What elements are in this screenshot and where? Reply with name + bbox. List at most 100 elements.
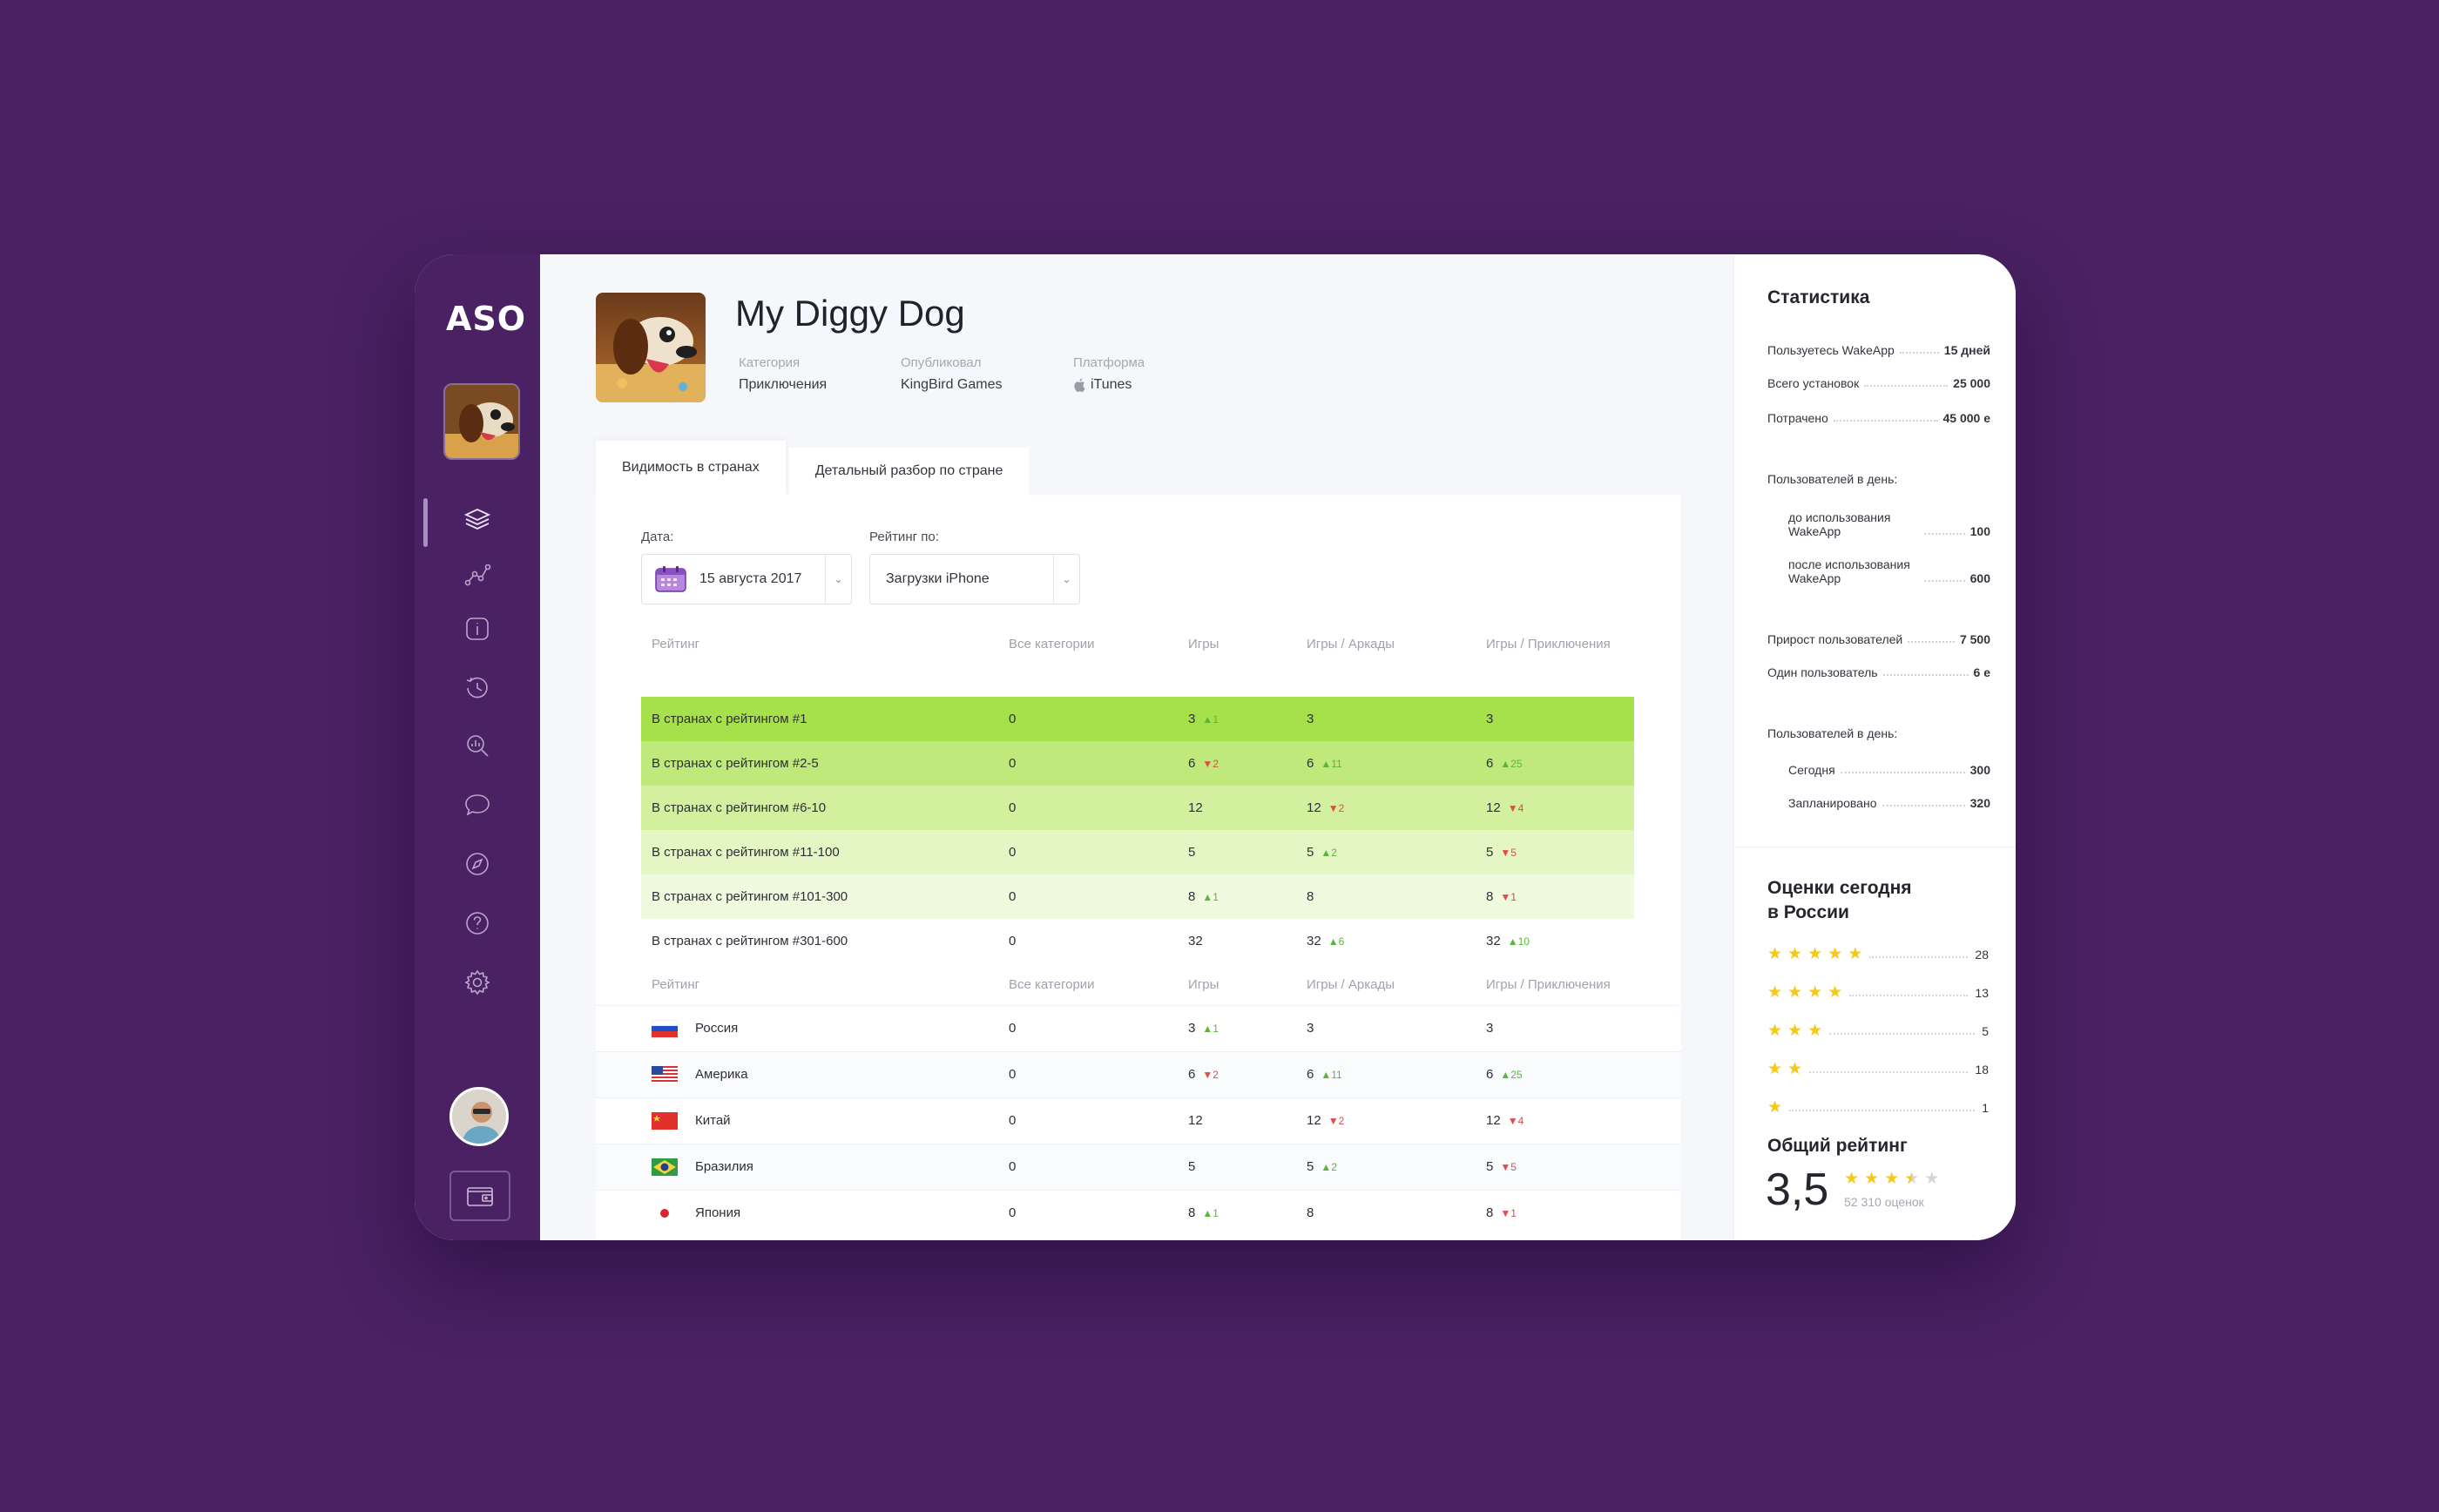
rating-row[interactable]: В странах с рейтингом #101-300 0 8 ▲1 8 8 ▼1 [641, 874, 1634, 919]
change-indicator: ▲2 [1321, 847, 1337, 859]
nav-compass[interactable] [458, 845, 497, 883]
meta-category: Категория Приключения [739, 355, 827, 393]
ratings-title: Оценки сегодня в России [1767, 876, 1912, 925]
sidebar: ASO [415, 254, 540, 1240]
rating-row[interactable]: В странах с рейтингом #1 0 3 ▲1 3 3 [641, 697, 1634, 741]
rating-table: Рейтинг Все категории Игры Игры / Аркады… [641, 625, 1634, 963]
nav-history[interactable] [458, 669, 497, 707]
flag-jp-icon [652, 1204, 678, 1222]
meta-label: Категория [739, 355, 801, 370]
star-icon: ★ [1864, 1170, 1880, 1188]
rating-cell: 6 ▲25 [1486, 756, 1523, 771]
stats-title: Статистика [1767, 287, 1870, 307]
change-indicator: ▼2 [1202, 758, 1219, 770]
change-indicator: ▼4 [1507, 802, 1524, 814]
compass-icon [466, 853, 489, 875]
star-group: ★ ★ ★ ★ ★ [1767, 946, 1862, 962]
star-group: ★ ★ ★ [1767, 1023, 1822, 1039]
rating-label: В странах с рейтингом #2-5 [652, 756, 819, 771]
flag-br-icon [652, 1158, 678, 1176]
change-indicator: ▼4 [1507, 1115, 1524, 1127]
star-count: 1 [1982, 1100, 1989, 1115]
settings-icon [464, 969, 490, 996]
meta-label: Платформа [1073, 355, 1145, 370]
column-header: Все категории [1009, 977, 1095, 993]
star-count: 18 [1975, 1062, 1989, 1077]
country-rating-cell: 12 ▼4 [1476, 1097, 1681, 1144]
overall-rating-count: 52 310 оценок [1844, 1195, 1924, 1209]
country-rating-cell: 8 ▼1 [1476, 1189, 1681, 1236]
rating-row[interactable]: В странах с рейтингом #6-10 0 12 12 ▼2 12 ▼4 [641, 786, 1634, 830]
column-header: Игры / Приключения [1486, 977, 1611, 993]
country-rating-cell: 12 ▼2 [1296, 1097, 1476, 1144]
stat-label: Запланировано [1788, 796, 1877, 810]
stat-row: Запланировано 320 [1788, 796, 1990, 810]
rating-cell: 3 ▲1 [1188, 712, 1219, 726]
rating-cell: 0 [1009, 845, 1017, 860]
country-row[interactable]: Америка 0 6 ▼2 6 ▲11 6 ▲25 [596, 1050, 1681, 1097]
nav-graph[interactable] [458, 556, 497, 594]
star-icon: ★ [1767, 1098, 1783, 1117]
column-header: Все категории [1009, 636, 1095, 651]
rating-row[interactable]: В странах с рейтингом #301-600 0 32 32 ▲6 32 ▲… [641, 919, 1634, 963]
stat-row: Сегодня 300 [1788, 763, 1990, 777]
tab-visibility[interactable]: Видимость в странах [596, 441, 786, 495]
rating-row[interactable]: В странах с рейтингом #11-100 0 5 5 ▲2 5 ▼5 [641, 830, 1634, 874]
chevron-down-icon[interactable]: ⌄ [825, 555, 851, 604]
country-row[interactable]: Китай 0 12 12 ▼2 12 ▼4 [596, 1097, 1681, 1144]
app-icon [596, 293, 706, 402]
date-picker[interactable]: 15 августа 2017 ⌄ [641, 554, 852, 604]
change-indicator: ▲11 [1321, 1069, 1342, 1081]
rating-cell: 6 ▼2 [1188, 756, 1219, 771]
change-indicator: ▼5 [1500, 1161, 1517, 1173]
star-distribution-row: ★ ★ ★ ★ 13 [1767, 984, 1989, 1001]
nav-info[interactable] [458, 610, 497, 648]
meta-value: Приключения [739, 377, 828, 392]
nav-layers[interactable] [458, 500, 497, 538]
nav-settings[interactable] [458, 963, 497, 1002]
rating-by-select[interactable]: Загрузки iPhone ⌄ [869, 554, 1080, 604]
nav-analytics[interactable] [458, 726, 497, 765]
rating-cell: 5 ▲2 [1307, 845, 1337, 860]
chevron-down-icon[interactable]: ⌄ [1053, 555, 1079, 604]
rating-by-value: Загрузки iPhone [886, 571, 990, 586]
app-thumbnail[interactable] [443, 383, 520, 460]
change-indicator: ▲10 [1507, 935, 1530, 948]
country-table-header: Рейтинг Все категории Игры Игры / Аркады… [596, 965, 1681, 1005]
country-row[interactable]: Япония 0 8 ▲1 8 8 ▼1 [596, 1189, 1681, 1236]
star-distribution-row: ★ 1 [1767, 1099, 1989, 1116]
wallet-button[interactable] [449, 1171, 510, 1221]
rating-row[interactable]: В странах с рейтингом #2-5 0 6 ▼2 6 ▲11 6 ▲25 [641, 741, 1634, 786]
column-header: Игры [1188, 636, 1220, 651]
country-rating-cell: 6 ▲11 [1296, 1050, 1476, 1097]
country-rating-cell: 0 [998, 1143, 1178, 1190]
nav-chat[interactable] [458, 786, 497, 824]
country-row[interactable]: Россия 0 3 ▲1 3 3 [596, 1004, 1681, 1051]
date-label: Дата: [641, 530, 674, 544]
stat-value: 7 500 [1959, 632, 1990, 646]
country-rating-cell: 8 [1296, 1189, 1476, 1236]
star-icon: ★ [1807, 1022, 1823, 1040]
user-avatar[interactable] [449, 1087, 509, 1146]
app-window: ASO [415, 254, 2016, 1240]
nav-help[interactable] [458, 904, 497, 942]
rating-cell: 0 [1009, 756, 1017, 771]
star-count: 13 [1975, 985, 1989, 1000]
rating-cell: 8 ▼1 [1486, 889, 1517, 904]
rating-cell: 0 [1009, 889, 1017, 904]
change-indicator: ▼1 [1500, 891, 1517, 903]
country-row[interactable]: Бразилия 0 5 5 ▲2 5 ▼5 [596, 1143, 1681, 1190]
meta-label: Опубликовал [901, 355, 982, 370]
stat-row: после использования WakeApp 600 [1788, 557, 1990, 585]
overall-stars: ★ ★ ★ ★ ★ [1844, 1171, 1939, 1187]
logo: ASO [446, 300, 527, 338]
change-indicator: ▲1 [1202, 713, 1219, 726]
change-indicator: ▲1 [1202, 1207, 1219, 1220]
star-icon: ★ [1767, 983, 1783, 1002]
star-icon: ★ [1844, 1170, 1860, 1188]
tab-country-detail[interactable]: Детальный разбор по стране [788, 448, 1030, 495]
per-day-label-2: Пользователей в день: [1767, 726, 1898, 740]
change-indicator: ▲11 [1321, 758, 1342, 770]
stat-value: 600 [1969, 571, 1990, 585]
rating-label: В странах с рейтингом #101-300 [652, 889, 848, 904]
